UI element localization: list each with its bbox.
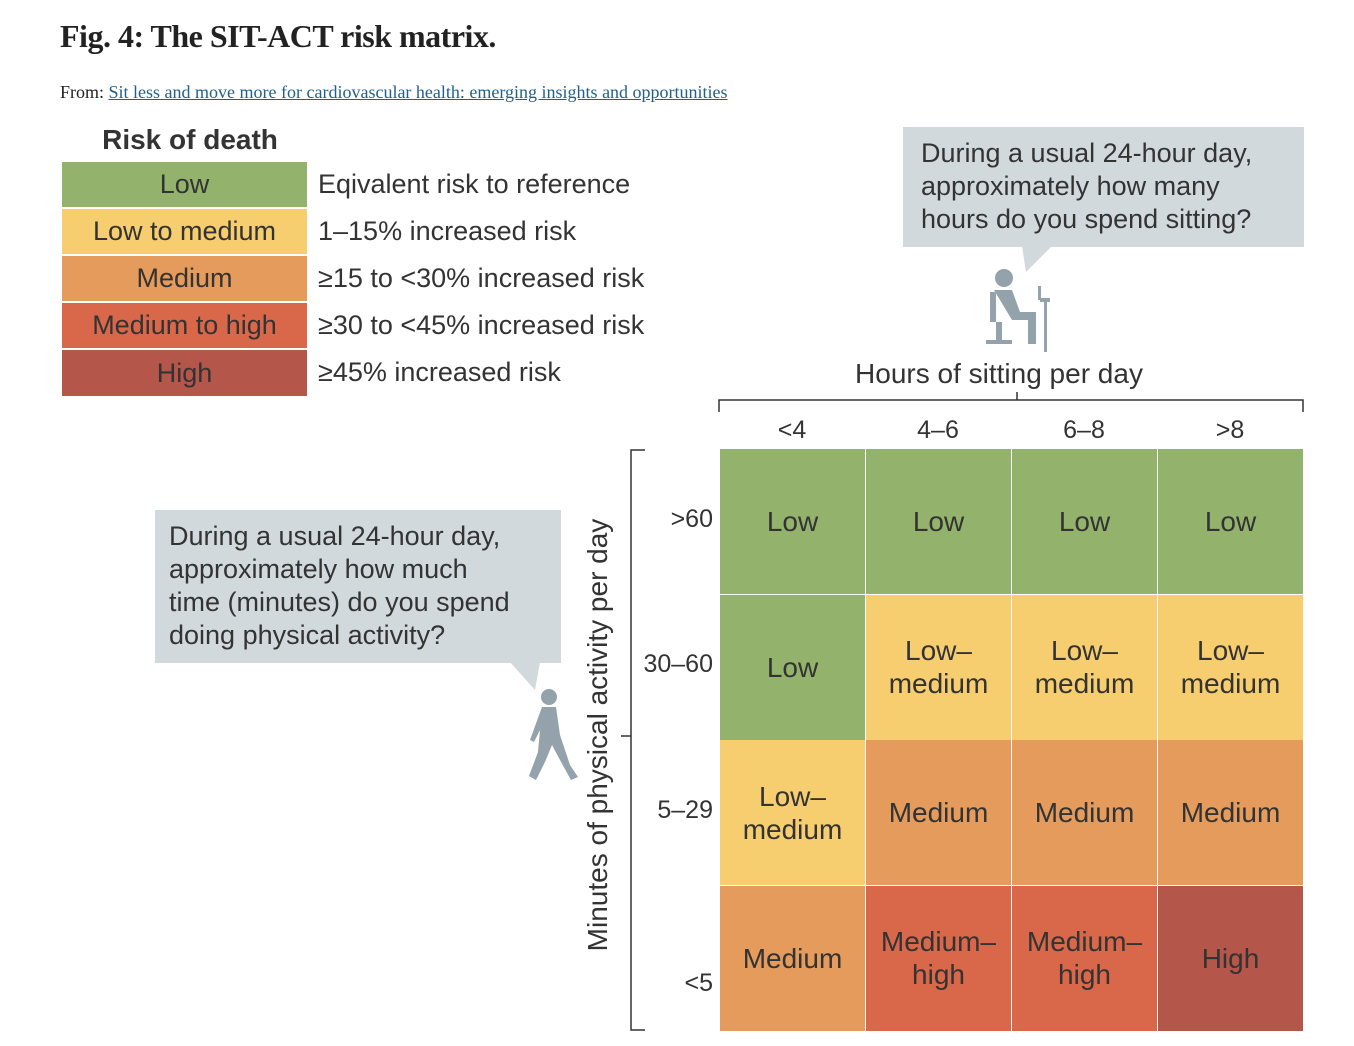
column-label: >8 (1215, 416, 1245, 444)
legend-description: Eqivalent risk to reference (318, 169, 631, 199)
legend-description: ≥45% increased risk (318, 357, 561, 387)
matrix-cell: Low (720, 449, 865, 594)
source-prefix: From: (60, 82, 105, 102)
question-line: doing physical activity? (169, 620, 446, 650)
matrix-cell: Medium (1158, 740, 1303, 885)
matrix-cell: Medium (1012, 740, 1157, 885)
matrix-cell: Medium (720, 885, 865, 1031)
walking-person-icon (529, 689, 578, 780)
question-line: time (minutes) do you spend (169, 587, 510, 617)
cell-text: high (1058, 959, 1111, 990)
matrix-cell: Medium– high (866, 885, 1011, 1031)
matrix-cell: Low– medium (1158, 594, 1303, 740)
cell-text: Low (1058, 506, 1111, 537)
row-label: >60 (670, 504, 713, 533)
legend-swatch: Low (62, 162, 307, 207)
column-label: <4 (777, 416, 807, 444)
matrix-cell: Low (1012, 449, 1157, 594)
question-line: During a usual 24-hour day, (169, 521, 501, 551)
cell-text: medium (1180, 668, 1281, 699)
cell-text: Low– (1197, 635, 1264, 666)
speech-bubble: During a usual 24-hour day, approximately… (155, 510, 561, 663)
axis-brackets (621, 392, 1304, 1031)
cell-text: Medium (742, 942, 843, 974)
matrix-cell: Low– medium (866, 594, 1011, 740)
question-line: approximately how much (169, 554, 468, 584)
cell-text: Medium (1180, 797, 1281, 828)
cell-text: Medium (1034, 797, 1135, 828)
cell-text: Low– (905, 635, 972, 666)
matrix-cell: Medium (866, 740, 1011, 885)
bubble-tail (1022, 246, 1052, 272)
legend-description: ≥15 to <30% increased risk (318, 263, 645, 293)
cell-text: high (912, 959, 965, 990)
cell-text: High (1201, 942, 1260, 974)
matrix-cell: High (1158, 885, 1303, 1031)
cell-text: Low (766, 506, 819, 537)
legend-swatch: Medium to high (62, 303, 307, 348)
question-line: During a usual 24-hour day, (921, 138, 1253, 168)
cell-text: Medium– (1026, 926, 1143, 957)
matrix-cell: Low (1158, 449, 1303, 594)
column-label: 4–6 (917, 416, 959, 444)
cell-text: Low– (759, 780, 826, 812)
cell-text: Medium– (880, 926, 997, 957)
legend-description: 1–15% increased risk (318, 216, 577, 246)
speech-bubble: During a usual 24-hour day, approximately… (903, 127, 1304, 247)
cell-text: Low (1204, 506, 1257, 537)
legend-swatch: Medium (62, 256, 307, 301)
question-line: hours do you spend sitting? (921, 204, 1252, 234)
x-axis-label: Hours of sitting per day (855, 358, 1143, 389)
matrix-cell: Medium– high (1012, 885, 1157, 1031)
cell-text: Low (766, 651, 819, 683)
cell-text: Low (912, 506, 965, 537)
legend-title: Risk of death (102, 124, 278, 155)
row-label: 5–29 (657, 795, 713, 824)
source-link[interactable]: Sit less and move more for cardiovascula… (108, 82, 728, 102)
cell-text: medium (742, 813, 843, 845)
legend-description: ≥30 to <45% increased risk (318, 310, 645, 340)
row-label: <5 (684, 969, 713, 998)
bubble-tail (510, 662, 540, 690)
legend-swatch: Low to medium (62, 209, 307, 254)
matrix-cell: Low (866, 449, 1011, 594)
figure-title: Fig. 4: The SIT-ACT risk matrix. (60, 18, 496, 54)
source-line: From: Sit less and move more for cardiov… (60, 82, 728, 103)
column-label: 6–8 (1063, 416, 1105, 444)
matrix-cell: Low– medium (720, 740, 865, 885)
row-label: 30–60 (643, 650, 713, 679)
cell-text: Low– (1051, 635, 1118, 666)
cell-text: medium (888, 668, 989, 699)
matrix-cell: Low (720, 594, 865, 740)
sitting-person-icon (986, 269, 1050, 352)
question-line: approximately how many (921, 171, 1220, 201)
cell-text: Medium (888, 797, 989, 828)
cell-text: medium (1034, 668, 1135, 699)
y-axis-label: Minutes of physical activity per day (582, 518, 613, 952)
legend-swatch: High (62, 350, 307, 396)
matrix-cell: Low– medium (1012, 594, 1157, 740)
